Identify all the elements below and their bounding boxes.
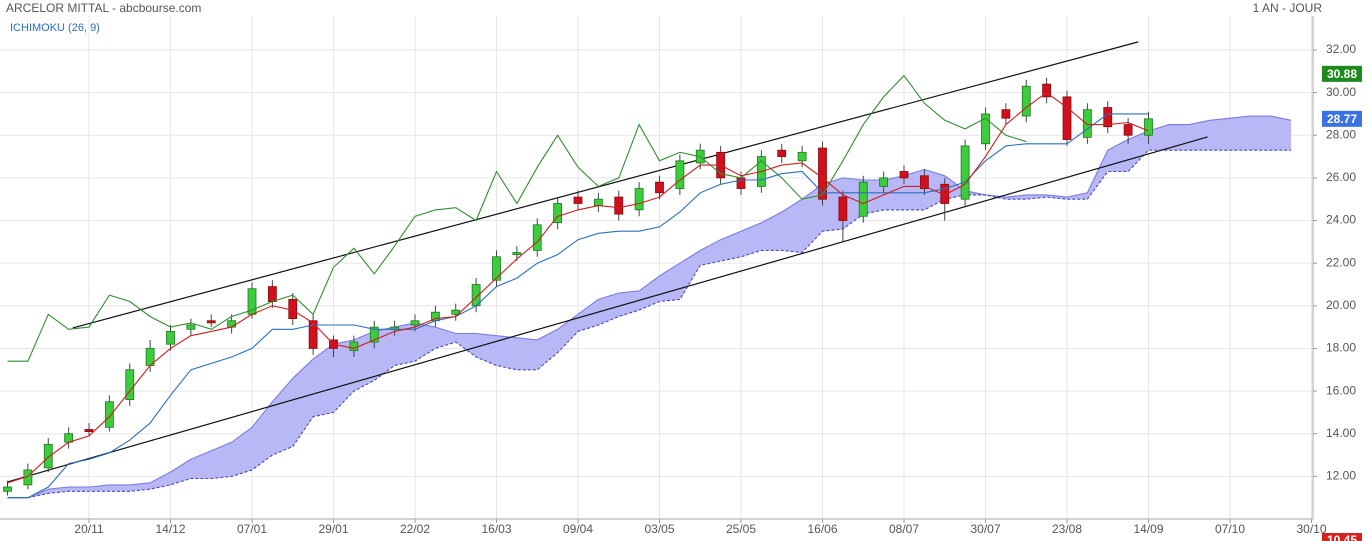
candle-body <box>369 326 379 343</box>
candle-body <box>1021 85 1031 117</box>
y-tick-label: 18.00 <box>1326 341 1356 355</box>
candle-body <box>1042 83 1052 98</box>
candle-body <box>960 145 970 200</box>
candle-body <box>1123 124 1133 136</box>
candle-body <box>125 369 135 401</box>
y-tick-label: 30.00 <box>1326 85 1356 99</box>
price-badge-label: 30.88 <box>1327 67 1357 81</box>
bottom-badge-label: 10.45 <box>1327 533 1357 541</box>
trend-line <box>7 136 1208 483</box>
indicator-line <box>7 91 1149 484</box>
x-tick-label: 09/04 <box>563 522 593 536</box>
candle-body <box>919 175 929 189</box>
y-tick-label: 24.00 <box>1326 213 1356 227</box>
x-tick-label: 08/07 <box>889 522 919 536</box>
y-tick-label: 28.00 <box>1326 127 1356 141</box>
price-badge-label: 28.77 <box>1327 112 1357 126</box>
y-tick-label: 16.00 <box>1326 383 1356 397</box>
candle-body <box>349 341 359 351</box>
candle-body <box>166 330 175 345</box>
candle-body <box>1144 118 1153 136</box>
indicator-line <box>7 74 1027 362</box>
candle-body <box>3 486 12 492</box>
x-tick-label: 16/06 <box>807 522 837 536</box>
candle-body <box>43 443 53 469</box>
candle-body <box>838 196 848 221</box>
candle-body <box>1082 109 1092 138</box>
x-tick-label: 07/01 <box>237 522 267 536</box>
candle-body <box>308 320 318 349</box>
x-tick-label: 16/03 <box>481 522 511 536</box>
candle-body <box>614 196 624 215</box>
price-badge <box>1322 110 1362 127</box>
candle-body <box>227 320 237 328</box>
x-tick-label: 07/10 <box>1215 522 1245 536</box>
x-tick-label: 25/05 <box>726 522 756 536</box>
cloud-fill <box>7 116 1292 498</box>
candle-body <box>593 198 603 207</box>
trend-line <box>72 41 1139 329</box>
candle-body <box>512 252 522 256</box>
candle-body <box>655 181 664 194</box>
candle-body <box>940 183 950 204</box>
candle-body <box>879 177 889 187</box>
candle-body <box>981 113 990 145</box>
candle-body <box>1062 96 1072 140</box>
candle-body <box>1001 109 1011 119</box>
x-tick-label: 23/08 <box>1052 522 1082 536</box>
period-label: 1 AN - JOUR <box>1253 1 1323 15</box>
chart-title: ARCELOR MITTAL - abcbourse.com <box>6 1 201 15</box>
candle-body <box>899 171 909 179</box>
candle-body <box>818 147 827 200</box>
candle-body <box>492 256 501 281</box>
x-tick-label: 14/12 <box>155 522 185 536</box>
candle-body <box>858 181 868 217</box>
candle-body <box>675 160 685 189</box>
candle-body <box>573 196 583 204</box>
span-a-line <box>7 115 1292 499</box>
x-tick-label: 22/02 <box>400 522 430 536</box>
plot-area <box>3 41 1292 499</box>
x-tick-label: 14/09 <box>1133 522 1163 536</box>
price-badge <box>1322 65 1362 82</box>
candle-body <box>267 286 277 302</box>
y-tick-label: 26.00 <box>1326 170 1356 184</box>
axes: 12.00 14.00 16.00 18.00 20.00 22.00 24.00 26.00… <box>0 16 1362 541</box>
indicator-label: ICHIMOKU (26, 9) <box>10 22 100 34</box>
candle-body <box>410 320 420 326</box>
candle-body <box>797 151 807 162</box>
x-tick-label: 03/05 <box>644 522 674 536</box>
candle-body <box>186 324 196 330</box>
candle-body <box>777 149 787 157</box>
indicator-line <box>7 113 1149 499</box>
candle-body <box>553 203 563 224</box>
x-tick-label: 29/01 <box>318 522 348 536</box>
x-tick-label: 30/10 <box>1296 522 1326 536</box>
y-tick-label: 12.00 <box>1326 469 1356 483</box>
bottom-badge <box>1322 533 1362 541</box>
candle-body <box>206 320 216 324</box>
y-tick-label: 20.00 <box>1326 298 1356 312</box>
y-tick-label: 14.00 <box>1326 426 1356 440</box>
span-b-line <box>7 149 1292 499</box>
candle-body <box>104 401 114 428</box>
y-tick-label: 22.00 <box>1326 255 1356 269</box>
x-tick-label: 20/11 <box>74 522 103 536</box>
y-tick-label: 32.00 <box>1326 42 1356 56</box>
candle-body <box>634 188 644 211</box>
candle-body <box>84 429 94 432</box>
x-tick-label: 30/07 <box>970 522 1000 536</box>
